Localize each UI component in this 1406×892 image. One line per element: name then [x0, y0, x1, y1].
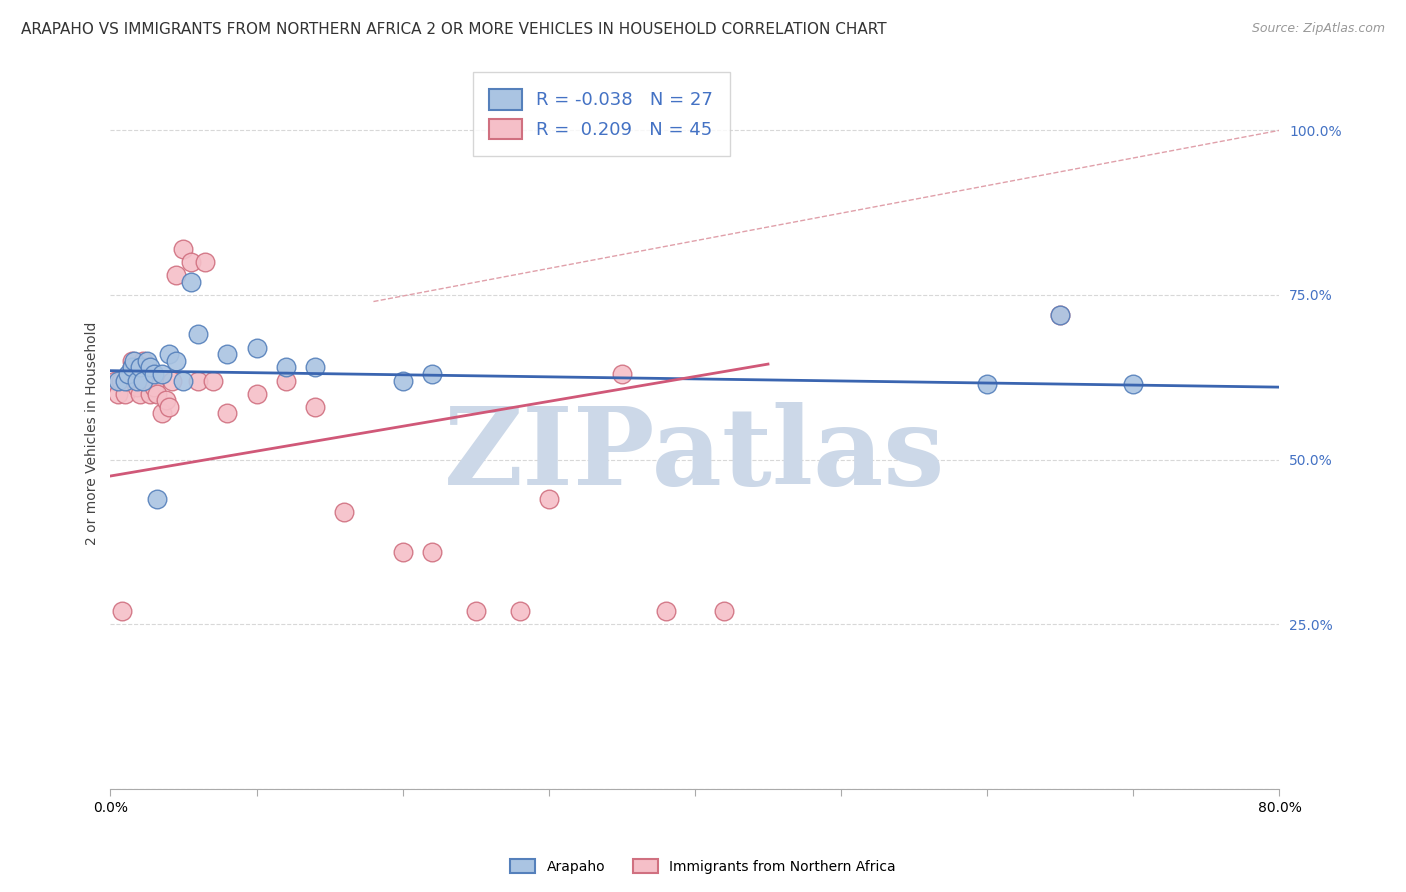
- Point: [107, 386, 129, 401]
- Point: [122, 374, 145, 388]
- Point: [114, 374, 136, 388]
- Point: [304, 360, 326, 375]
- Point: [274, 374, 297, 388]
- Point: [134, 360, 156, 375]
- Point: [111, 604, 134, 618]
- Point: [160, 374, 183, 388]
- Point: [143, 380, 166, 394]
- Point: [150, 407, 173, 421]
- Point: [172, 374, 194, 388]
- Point: [217, 407, 239, 421]
- Point: [245, 386, 267, 401]
- Point: [157, 400, 180, 414]
- Point: [104, 374, 127, 388]
- Point: [187, 374, 209, 388]
- Point: [110, 374, 132, 388]
- Point: [131, 353, 153, 368]
- Point: [114, 386, 136, 401]
- Point: [180, 255, 202, 269]
- Text: ARAPAHO VS IMMIGRANTS FROM NORTHERN AFRICA 2 OR MORE VEHICLES IN HOUSEHOLD CORRE: ARAPAHO VS IMMIGRANTS FROM NORTHERN AFRI…: [21, 22, 887, 37]
- Point: [713, 604, 735, 618]
- Point: [121, 360, 143, 375]
- Legend: Arapaho, Immigrants from Northern Africa: Arapaho, Immigrants from Northern Africa: [503, 852, 903, 880]
- Point: [139, 360, 162, 375]
- Point: [464, 604, 486, 618]
- Point: [391, 374, 413, 388]
- Point: [333, 505, 356, 519]
- Point: [187, 327, 209, 342]
- Point: [150, 367, 173, 381]
- Point: [172, 242, 194, 256]
- Point: [141, 367, 163, 381]
- Text: Source: ZipAtlas.com: Source: ZipAtlas.com: [1251, 22, 1385, 36]
- Point: [117, 374, 139, 388]
- Point: [146, 386, 169, 401]
- Point: [117, 367, 139, 381]
- Point: [1122, 376, 1144, 391]
- Point: [194, 255, 217, 269]
- Point: [107, 374, 129, 388]
- Point: [654, 604, 676, 618]
- Point: [304, 400, 326, 414]
- Point: [165, 353, 187, 368]
- Point: [131, 374, 153, 388]
- Point: [128, 367, 150, 381]
- Point: [139, 386, 162, 401]
- Point: [610, 367, 633, 381]
- Point: [391, 545, 413, 559]
- Point: [509, 604, 531, 618]
- Point: [245, 341, 267, 355]
- Point: [976, 376, 998, 391]
- Point: [136, 374, 159, 388]
- Point: [118, 367, 141, 381]
- Point: [274, 360, 297, 375]
- Point: [114, 374, 136, 388]
- Point: [217, 347, 239, 361]
- Point: [125, 380, 148, 394]
- Point: [128, 386, 150, 401]
- Point: [121, 353, 143, 368]
- Point: [537, 491, 560, 506]
- Point: [125, 374, 148, 388]
- Point: [180, 275, 202, 289]
- Point: [201, 374, 224, 388]
- Point: [420, 545, 443, 559]
- Point: [121, 360, 143, 375]
- Point: [128, 360, 150, 375]
- Point: [146, 491, 169, 506]
- Point: [136, 353, 159, 368]
- Point: [155, 393, 177, 408]
- Point: [122, 353, 145, 368]
- Point: [143, 367, 166, 381]
- Point: [420, 367, 443, 381]
- Point: [1049, 308, 1071, 322]
- Legend: R = -0.038   N = 27, R =  0.209   N = 45: R = -0.038 N = 27, R = 0.209 N = 45: [474, 72, 730, 156]
- Text: ZIPatlas: ZIPatlas: [444, 401, 946, 508]
- Point: [165, 268, 187, 283]
- Point: [157, 347, 180, 361]
- Y-axis label: 2 or more Vehicles in Household: 2 or more Vehicles in Household: [86, 321, 100, 545]
- Point: [1049, 308, 1071, 322]
